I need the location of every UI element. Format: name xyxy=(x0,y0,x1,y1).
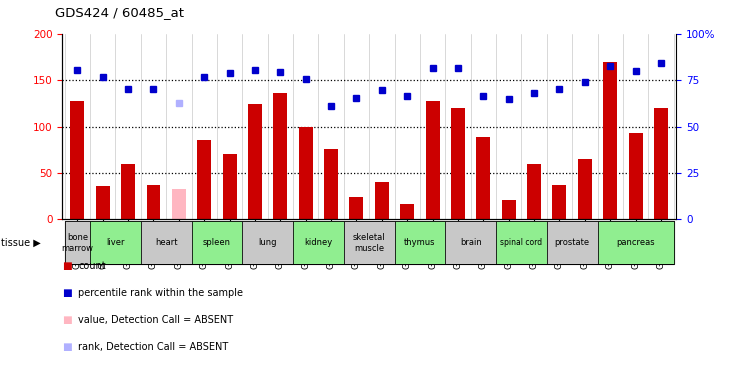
Text: ■: ■ xyxy=(62,315,72,325)
Text: ■: ■ xyxy=(62,288,72,298)
Text: prostate: prostate xyxy=(555,238,590,248)
Bar xyxy=(242,221,293,264)
Bar xyxy=(96,186,110,219)
Text: kidney: kidney xyxy=(304,238,333,248)
Bar xyxy=(375,182,389,219)
Text: pancreas: pancreas xyxy=(616,238,655,248)
Text: tissue ▶: tissue ▶ xyxy=(1,238,41,248)
Bar xyxy=(577,159,592,219)
Text: heart: heart xyxy=(155,238,178,248)
Bar xyxy=(324,149,338,219)
Bar xyxy=(445,221,496,264)
Text: spinal cord: spinal cord xyxy=(500,238,542,248)
Text: GDS424 / 60485_at: GDS424 / 60485_at xyxy=(55,6,183,19)
Bar xyxy=(496,221,547,264)
Bar xyxy=(603,62,617,219)
Bar xyxy=(273,93,287,219)
Bar xyxy=(293,221,344,264)
Bar xyxy=(597,221,674,264)
Bar xyxy=(553,185,567,219)
Bar xyxy=(64,221,90,264)
Text: count: count xyxy=(78,261,106,271)
Text: liver: liver xyxy=(106,238,125,248)
Bar xyxy=(425,100,439,219)
Bar xyxy=(344,221,395,264)
Bar xyxy=(223,154,237,219)
Text: brain: brain xyxy=(460,238,482,248)
Bar xyxy=(299,127,313,219)
Text: bone
marrow: bone marrow xyxy=(61,233,94,252)
Bar xyxy=(172,189,186,219)
Bar xyxy=(547,221,597,264)
Text: percentile rank within the sample: percentile rank within the sample xyxy=(78,288,243,298)
Text: thymus: thymus xyxy=(404,238,436,248)
Text: skeletal
muscle: skeletal muscle xyxy=(353,233,385,252)
Bar xyxy=(70,100,84,219)
Text: rank, Detection Call = ABSENT: rank, Detection Call = ABSENT xyxy=(78,342,229,352)
Bar xyxy=(121,164,135,219)
Text: ■: ■ xyxy=(62,261,72,271)
Bar xyxy=(146,185,161,219)
Bar xyxy=(501,200,515,219)
Bar xyxy=(395,221,445,264)
Bar xyxy=(197,141,211,219)
Text: lung: lung xyxy=(259,238,277,248)
Text: spleen: spleen xyxy=(203,238,231,248)
Text: ■: ■ xyxy=(62,342,72,352)
Text: value, Detection Call = ABSENT: value, Detection Call = ABSENT xyxy=(78,315,233,325)
Bar xyxy=(527,164,541,219)
Bar xyxy=(248,104,262,219)
Bar xyxy=(349,197,363,219)
Bar xyxy=(477,137,491,219)
Bar xyxy=(401,204,414,219)
Bar xyxy=(90,221,141,264)
Bar xyxy=(654,108,668,219)
Bar xyxy=(192,221,242,264)
Bar xyxy=(451,108,465,219)
Bar xyxy=(141,221,192,264)
Bar xyxy=(629,133,643,219)
